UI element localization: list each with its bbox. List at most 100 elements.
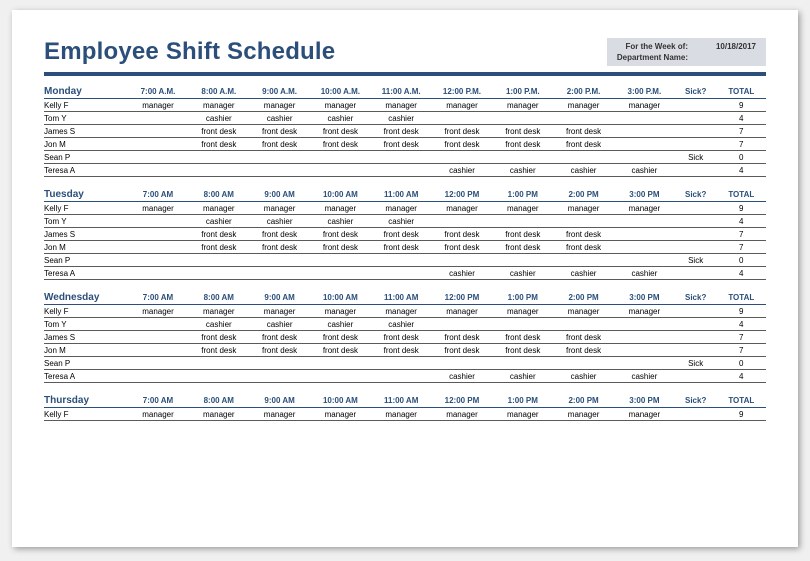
total-cell: 4 bbox=[717, 318, 766, 331]
shift-cell bbox=[614, 254, 675, 267]
shift-cell bbox=[249, 164, 310, 177]
shift-cell: front desk bbox=[310, 138, 371, 151]
hour-header: 3:00 P.M. bbox=[614, 84, 675, 99]
employee-name: Sean P bbox=[44, 151, 128, 164]
sick-cell bbox=[675, 305, 717, 318]
shift-cell: front desk bbox=[371, 344, 432, 357]
employee-name: Tom Y bbox=[44, 112, 128, 125]
sick-header: Sick? bbox=[675, 393, 717, 408]
shift-cell: manager bbox=[310, 99, 371, 112]
shift-cell bbox=[371, 370, 432, 383]
shift-cell: manager bbox=[371, 202, 432, 215]
table-row: Tom Ycashiercashiercashiercashier4 bbox=[44, 112, 766, 125]
shift-cell bbox=[188, 164, 249, 177]
table-row: James Sfront deskfront deskfront deskfro… bbox=[44, 331, 766, 344]
shift-cell: cashier bbox=[432, 164, 493, 177]
table-row: Sean PSick0 bbox=[44, 357, 766, 370]
shift-cell: manager bbox=[371, 408, 432, 421]
shift-cell bbox=[432, 318, 493, 331]
day-name: Wednesday bbox=[44, 290, 128, 305]
table-row: Jon Mfront deskfront deskfront deskfront… bbox=[44, 241, 766, 254]
shift-cell: manager bbox=[432, 305, 493, 318]
hour-header: 2:00 PM bbox=[553, 393, 614, 408]
shift-cell: front desk bbox=[553, 125, 614, 138]
hour-header: 9:00 AM bbox=[249, 290, 310, 305]
employee-name: Jon M bbox=[44, 138, 128, 151]
hour-header: 12:00 PM bbox=[432, 393, 493, 408]
total-cell: 0 bbox=[717, 254, 766, 267]
shift-cell bbox=[432, 112, 493, 125]
shift-cell: manager bbox=[614, 99, 675, 112]
table-row: James Sfront deskfront deskfront deskfro… bbox=[44, 228, 766, 241]
employee-name: Jon M bbox=[44, 344, 128, 357]
sick-header: Sick? bbox=[675, 84, 717, 99]
shift-cell bbox=[371, 267, 432, 280]
shift-cell bbox=[553, 318, 614, 331]
shift-cell: cashier bbox=[371, 112, 432, 125]
shift-cell bbox=[371, 357, 432, 370]
shift-cell: cashier bbox=[310, 112, 371, 125]
schedule-table: Thursday7:00 AM8:00 AM9:00 AM10:00 AM11:… bbox=[44, 393, 766, 421]
employee-name: James S bbox=[44, 228, 128, 241]
shift-cell bbox=[249, 267, 310, 280]
employee-name: Kelly F bbox=[44, 202, 128, 215]
shift-cell bbox=[614, 151, 675, 164]
shift-cell bbox=[492, 318, 553, 331]
schedule-sheet: Employee Shift Schedule For the Week of:… bbox=[12, 10, 798, 547]
schedule-table: Tuesday7:00 AM8:00 AM9:00 AM10:00 AM11:0… bbox=[44, 187, 766, 280]
shift-cell: front desk bbox=[310, 228, 371, 241]
hour-header: 12:00 PM bbox=[432, 290, 493, 305]
total-cell: 9 bbox=[717, 305, 766, 318]
shift-cell: front desk bbox=[492, 241, 553, 254]
shift-cell bbox=[310, 254, 371, 267]
total-cell: 9 bbox=[717, 408, 766, 421]
sick-cell: Sick bbox=[675, 151, 717, 164]
total-cell: 7 bbox=[717, 125, 766, 138]
shift-cell: manager bbox=[553, 202, 614, 215]
shift-cell bbox=[249, 370, 310, 383]
shift-cell bbox=[128, 254, 189, 267]
day-block: Tuesday7:00 AM8:00 AM9:00 AM10:00 AM11:0… bbox=[44, 187, 766, 280]
shift-cell bbox=[128, 267, 189, 280]
shift-cell: cashier bbox=[432, 267, 493, 280]
hour-header: 2:00 P.M. bbox=[553, 84, 614, 99]
employee-name: Sean P bbox=[44, 357, 128, 370]
sick-cell bbox=[675, 241, 717, 254]
shift-cell: manager bbox=[188, 99, 249, 112]
total-header: TOTAL bbox=[717, 84, 766, 99]
schedule-table: Wednesday7:00 AM8:00 AM9:00 AM10:00 AM11… bbox=[44, 290, 766, 383]
total-cell: 0 bbox=[717, 357, 766, 370]
employee-name: Sean P bbox=[44, 254, 128, 267]
shift-cell: cashier bbox=[492, 370, 553, 383]
shift-cell: cashier bbox=[492, 164, 553, 177]
total-cell: 4 bbox=[717, 112, 766, 125]
total-header: TOTAL bbox=[717, 393, 766, 408]
day-name: Tuesday bbox=[44, 187, 128, 202]
shift-cell bbox=[371, 151, 432, 164]
shift-cell bbox=[128, 318, 189, 331]
sick-cell bbox=[675, 215, 717, 228]
hour-header: 11:00 AM bbox=[371, 187, 432, 202]
shift-cell: front desk bbox=[310, 344, 371, 357]
shift-cell: manager bbox=[432, 202, 493, 215]
shift-cell: manager bbox=[492, 202, 553, 215]
employee-name: James S bbox=[44, 125, 128, 138]
total-cell: 7 bbox=[717, 331, 766, 344]
employee-name: Kelly F bbox=[44, 305, 128, 318]
day-block: Wednesday7:00 AM8:00 AM9:00 AM10:00 AM11… bbox=[44, 290, 766, 383]
hour-header: 10:00 AM bbox=[310, 393, 371, 408]
total-header: TOTAL bbox=[717, 290, 766, 305]
shift-cell: front desk bbox=[371, 241, 432, 254]
hour-header: 10:00 A.M. bbox=[310, 84, 371, 99]
shift-cell bbox=[310, 164, 371, 177]
table-row: Teresa Acashiercashiercashiercashier4 bbox=[44, 267, 766, 280]
table-row: Teresa Acashiercashiercashiercashier4 bbox=[44, 164, 766, 177]
shift-cell: front desk bbox=[553, 241, 614, 254]
shift-cell: front desk bbox=[310, 125, 371, 138]
hour-header: 9:00 AM bbox=[249, 187, 310, 202]
shift-cell: cashier bbox=[188, 215, 249, 228]
shift-cell: manager bbox=[310, 408, 371, 421]
shift-cell: cashier bbox=[249, 215, 310, 228]
hour-header: 11:00 AM bbox=[371, 290, 432, 305]
shift-cell: manager bbox=[492, 305, 553, 318]
